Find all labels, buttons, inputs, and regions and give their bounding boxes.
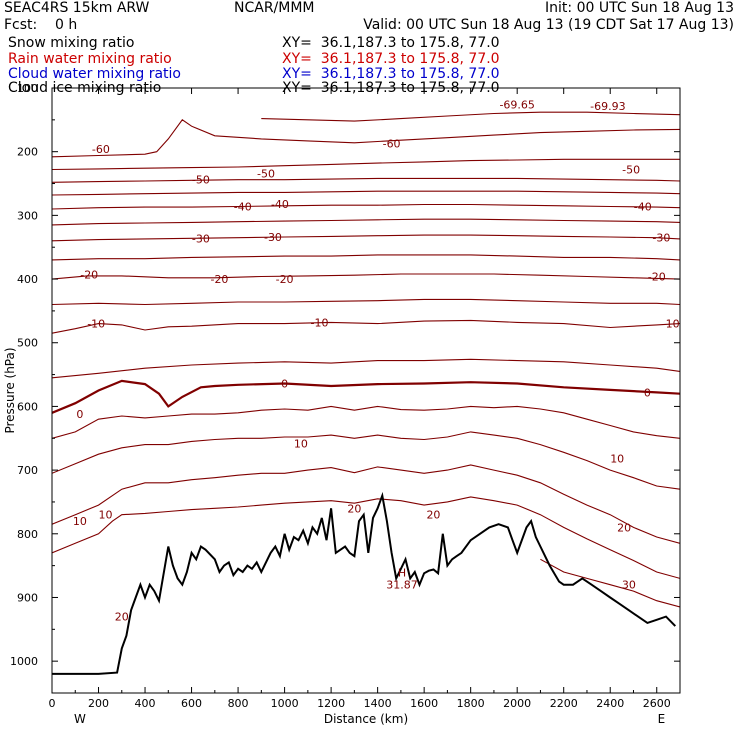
contour-line--35 [52, 218, 680, 226]
contour-lines [52, 111, 680, 608]
contour-label: 10 [294, 437, 308, 450]
contour-label: -60 [383, 137, 401, 150]
contour-line--65 [261, 111, 680, 122]
contour-label: -40 [271, 198, 289, 211]
contour-line-5 [52, 405, 680, 439]
contour-line--20 [52, 273, 680, 280]
center-label: NCAR/MMM [234, 0, 315, 16]
y-tick-label: 800 [17, 528, 38, 541]
x-axis-title: Distance (km) [324, 712, 408, 726]
contour-label: -50 [257, 167, 275, 180]
contour-label: -30 [264, 231, 282, 244]
contour-line--55 [52, 158, 680, 171]
field-rain-xy: XY= 36.1,187.3 to 175.8, 77.0 [282, 51, 500, 67]
contour-label: -20 [648, 271, 666, 284]
x-tick-label: 200 [88, 697, 109, 710]
contour-label: 10 [610, 453, 624, 466]
contour-line-20 [52, 496, 680, 579]
contour-label: -20 [80, 269, 98, 282]
y-tick-label-top: 100 [17, 82, 38, 95]
x-tick-label: 2000 [503, 697, 531, 710]
x-tick-label: 2600 [643, 697, 671, 710]
x-tick-label: 1000 [271, 697, 299, 710]
x-tick-label: 600 [181, 697, 202, 710]
contour-label: -50 [192, 174, 210, 187]
contour-label: 20 [347, 502, 361, 515]
field-snow-xy: XY= 36.1,187.3 to 175.8, 77.0 [282, 35, 500, 51]
contour-line-10 [52, 431, 680, 490]
y-tick-label: 400 [17, 273, 38, 286]
contour-label: 10 [98, 509, 112, 522]
contour-label: 0 [281, 377, 288, 390]
plot-frame [51, 87, 681, 694]
contour-labels: 0 0 0 -10 -10 -10 -20 -20 -20 -20 -30 -30 -30 -40 -40 -… [73, 99, 680, 624]
terrain-high-marker: H [398, 567, 406, 580]
y-axis-title: Pressure (hPa) [3, 347, 17, 433]
x-tick-label: 400 [135, 697, 156, 710]
contour-label: -10 [662, 318, 680, 331]
x-tick-label: 800 [228, 697, 249, 710]
terrain-profile [52, 491, 677, 675]
field-cloudwater-xy: XY= 36.1,187.3 to 175.8, 77.0 [282, 66, 500, 82]
contour-line--30 [52, 234, 680, 242]
terrain-line [52, 491, 677, 675]
x-tick-label: 1600 [410, 697, 438, 710]
contour-label: -69.93 [590, 100, 625, 113]
contour-line--40 [52, 203, 680, 210]
contour-line--10 [52, 319, 680, 334]
field-cloudwater-name: Cloud water mixing ratio [8, 66, 181, 82]
west-label: W [74, 712, 86, 726]
forecast-hour: Fcst: 0 h [4, 17, 78, 33]
contour-line--60 [52, 119, 680, 158]
contour-line--5 [52, 358, 680, 379]
x-tick-label: 2400 [596, 697, 624, 710]
contour-label: 0 [76, 408, 83, 421]
contour-label: -10 [87, 318, 105, 331]
field-rain-name: Rain water mixing ratio [8, 51, 172, 67]
contour-line--50 [52, 177, 680, 183]
contour-line--15 [52, 298, 680, 306]
east-label: E [658, 712, 666, 726]
x-tick-label: 0 [49, 697, 56, 710]
contour-label: -10 [310, 316, 328, 329]
contour-label: -40 [634, 200, 652, 213]
contour-label: 20 [617, 521, 631, 534]
contour-line-30 [540, 558, 680, 608]
x-tick-label: 1200 [317, 697, 345, 710]
contour-line--45 [52, 190, 680, 196]
valid-time: Valid: 00 UTC Sun 18 Aug 13 (19 CDT Sat … [363, 17, 734, 33]
contour-label: -40 [234, 200, 252, 213]
y-tick-label: 600 [17, 400, 38, 413]
contour-label: -60 [92, 143, 110, 156]
contour-label: 10 [73, 515, 87, 528]
y-tick-label: 200 [17, 146, 38, 159]
contour-label: -30 [192, 232, 210, 245]
x-tick-label: 1400 [364, 697, 392, 710]
contour-label: 0 [644, 386, 651, 399]
y-tick-label: 300 [17, 209, 38, 222]
contour-label: -30 [652, 232, 670, 245]
chart-axes: 0 200 400 600 800 1000 1200 1400 1600 1800 2000 220… [3, 82, 681, 726]
y-tick-label: 1000 [10, 655, 38, 668]
terrain-high-value: 31.87 [386, 579, 418, 592]
contour-label: -20 [276, 273, 294, 286]
model-title: SEAC4RS 15km ARW [4, 0, 150, 16]
y-tick-label: 900 [17, 591, 38, 604]
contour-label: 20 [115, 611, 129, 624]
contour-label: -69.65 [499, 99, 534, 112]
y-tick-label: 500 [17, 337, 38, 350]
y-tick-label: 700 [17, 464, 38, 477]
field-snow-name: Snow mixing ratio [8, 35, 135, 51]
x-tick-label: 1800 [457, 697, 485, 710]
contour-line-15 [52, 464, 680, 544]
x-tick-label: 2200 [550, 697, 578, 710]
contour-line--25 [52, 254, 680, 261]
contour-label: 20 [426, 509, 440, 522]
init-time: Init: 00 UTC Sun 18 Aug 13 [545, 0, 734, 16]
contour-label: 30 [622, 579, 636, 592]
contour-line-0 [52, 379, 680, 414]
contour-label: -20 [210, 273, 228, 286]
contour-label: -50 [622, 164, 640, 177]
